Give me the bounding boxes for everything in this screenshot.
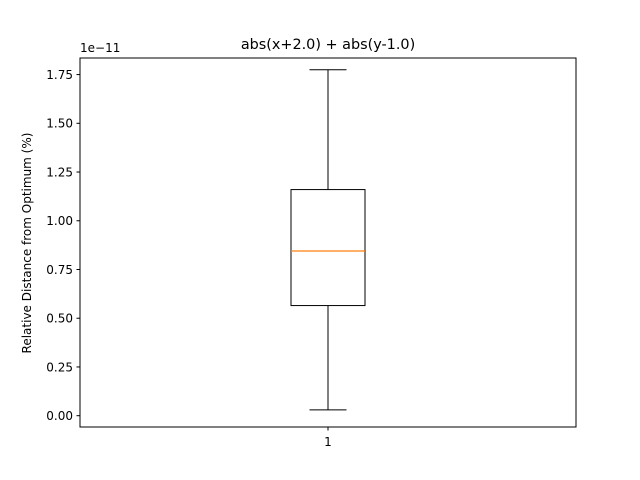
y-offset-label: 1e−11 bbox=[80, 41, 120, 55]
x-tick-label: 1 bbox=[324, 435, 332, 449]
y-axis-label: Relative Distance from Optimum (%) bbox=[20, 133, 34, 354]
y-tick-label: 0.00 bbox=[46, 409, 73, 423]
y-tick-label: 1.75 bbox=[46, 68, 73, 82]
plot-frame bbox=[79, 57, 577, 428]
y-tick-label: 1.50 bbox=[46, 117, 73, 131]
chart-title: abs(x+2.0) + abs(y-1.0) bbox=[241, 37, 415, 53]
y-tick-label: 1.00 bbox=[46, 214, 73, 228]
y-tick-label: 0.50 bbox=[46, 312, 73, 326]
y-tick-label: 1.25 bbox=[46, 165, 73, 179]
box-iqr bbox=[290, 189, 366, 307]
box-layer bbox=[290, 69, 366, 411]
tick-layer: 0.00 0.25 0.50 0.75 1.00 1.25 1.50 1.75 1 bbox=[46, 68, 332, 449]
y-tick-label: 0.25 bbox=[46, 360, 73, 374]
y-tick-label: 0.75 bbox=[46, 263, 73, 277]
